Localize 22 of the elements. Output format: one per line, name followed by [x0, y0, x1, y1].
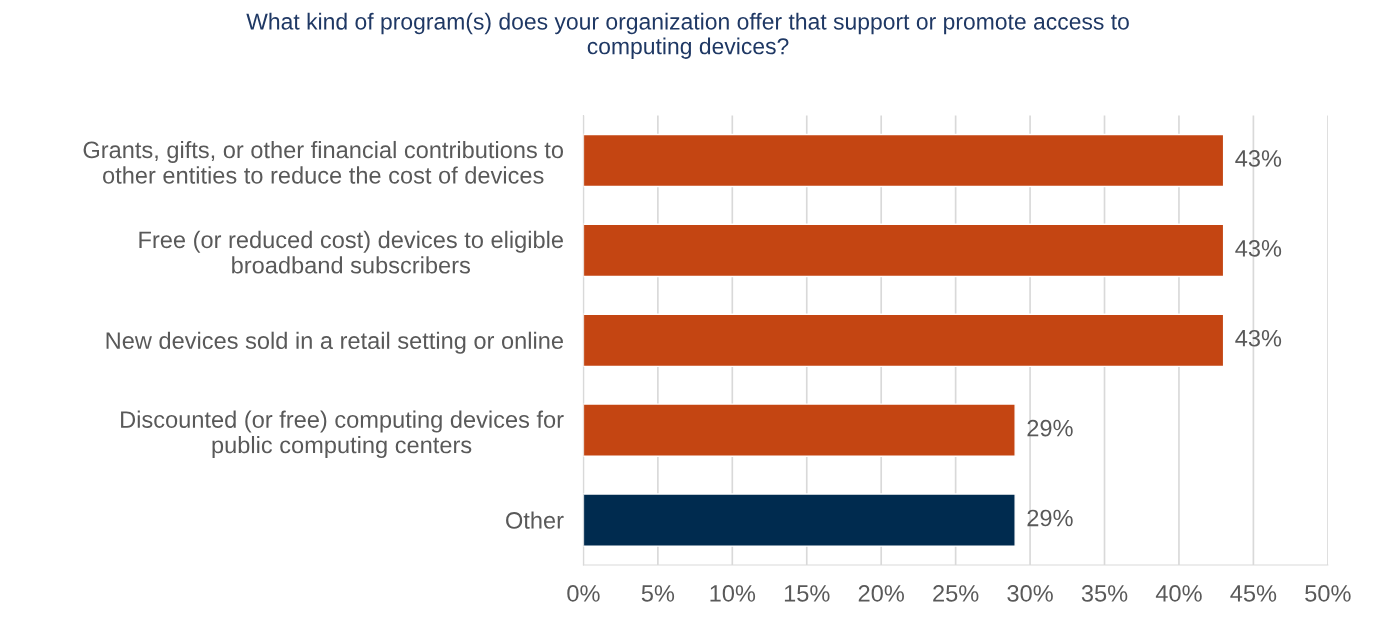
y-tick-label: Other — [506, 511, 564, 529]
data-label: 43% — [1235, 150, 1282, 167]
y-tick-label: Free (or reduced cost) devices to eligible broadband subscribers — [139, 230, 563, 274]
x-tick-label: 20% — [858, 585, 904, 602]
x-tick-label: 10% — [710, 585, 756, 602]
x-tick-label: 25% — [933, 585, 979, 602]
x-tick-label: 35% — [1081, 585, 1128, 602]
x-tick-label: 50% — [1305, 585, 1351, 602]
x-tick-label: 30% — [1007, 585, 1053, 602]
data-label: 29% — [1027, 509, 1073, 527]
chart-title: What kind of program(s) does your organization offer that support or promote access to computing devices? — [246, 12, 1129, 59]
y-tick-label: New devices sold in a retail setting or online — [106, 331, 563, 354]
x-tick-label: 15% — [784, 585, 830, 602]
x-tick-label: 40% — [1155, 585, 1202, 602]
x-tick-label: 45% — [1230, 585, 1277, 602]
data-label: 43% — [1235, 240, 1282, 257]
x-tick-label: 0% — [567, 585, 600, 602]
y-tick-label: Grants, gifts, or other financial contributions to other entities to reduce the cost of devices — [83, 140, 564, 184]
y-tick-label: Discounted (or free) computing devices for public computing centers — [121, 410, 564, 459]
data-label: 29% — [1027, 419, 1073, 437]
x-tick-label: 5% — [641, 585, 675, 602]
data-label: 43% — [1235, 329, 1282, 347]
